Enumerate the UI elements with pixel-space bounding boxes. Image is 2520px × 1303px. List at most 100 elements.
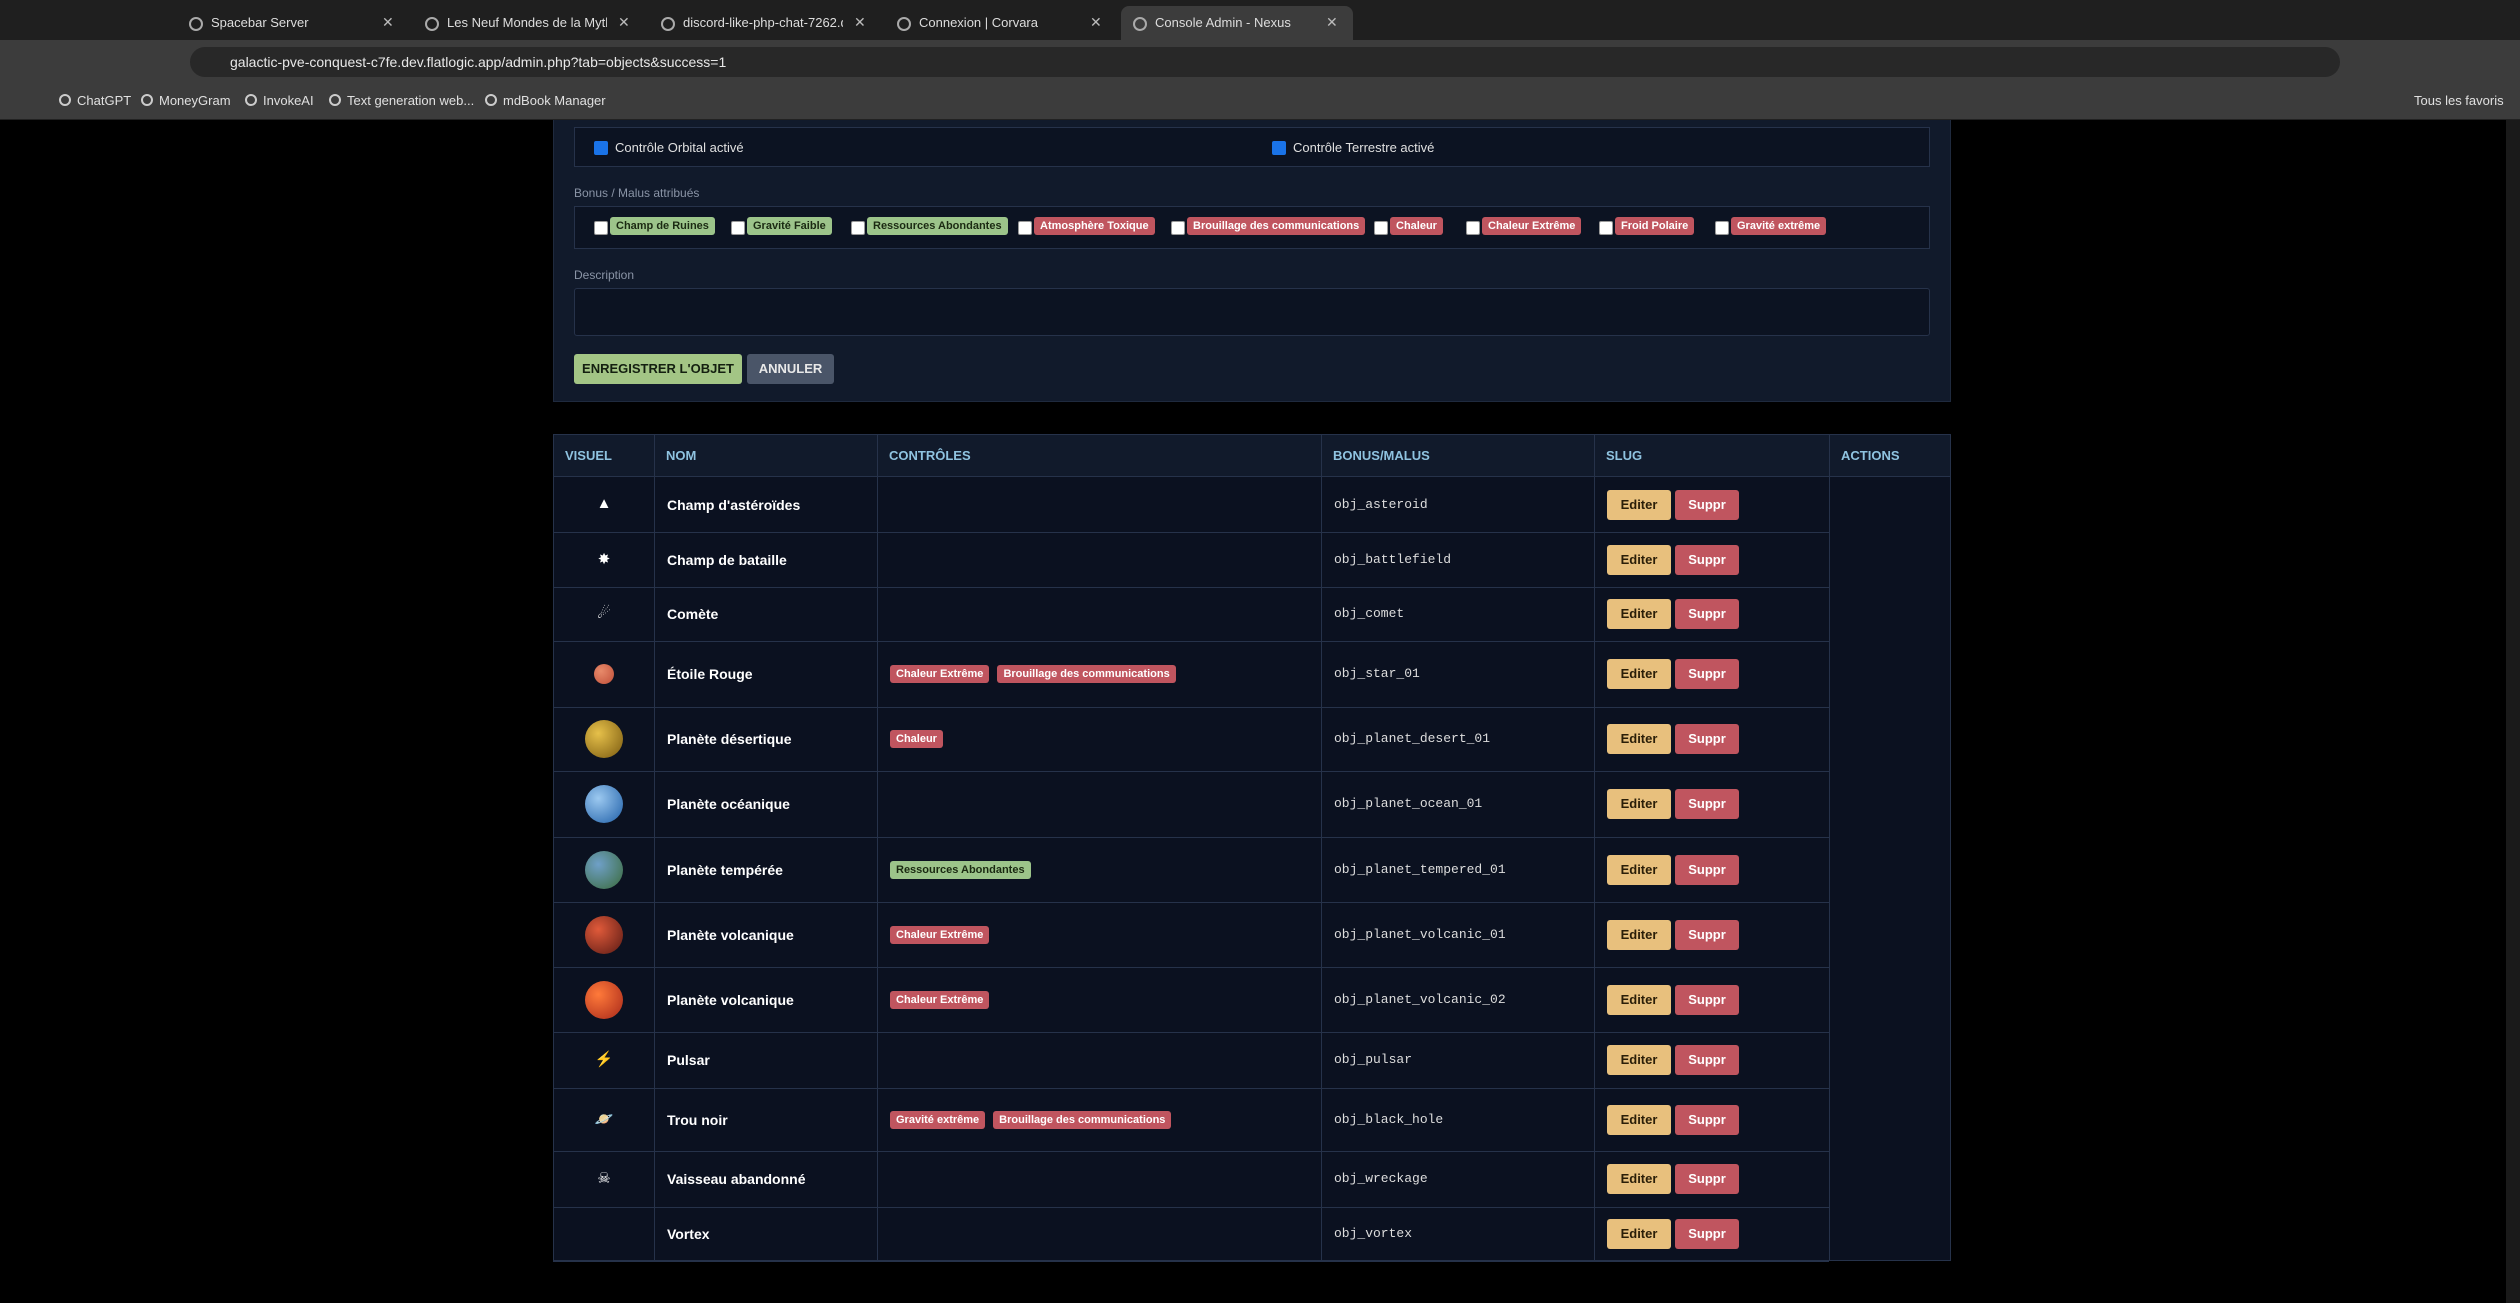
delete-button[interactable]: Suppr (1675, 724, 1739, 754)
column-header: BONUS/MALUS (1333, 448, 1430, 463)
bookmark[interactable]: ChatGPT (77, 93, 132, 108)
bonus-tag: Chaleur Extrême (1482, 217, 1582, 235)
tab-title: Connexion | Corvara (919, 15, 1038, 30)
column-line (1594, 902, 1595, 967)
delete-button[interactable]: Suppr (1675, 659, 1739, 689)
tab[interactable]: discord-like-php-chat-7262.dev ✕ (649, 6, 881, 40)
checkbox[interactable] (594, 141, 608, 155)
tab-title: Console Admin - Nexus (1155, 15, 1291, 30)
checkbox[interactable] (1374, 221, 1388, 235)
checkbox[interactable] (1272, 141, 1286, 155)
edit-button[interactable]: Editer (1607, 1104, 1671, 1135)
row-line (553, 1088, 1829, 1089)
column-line (1321, 902, 1322, 967)
edit-button[interactable]: Editer (1607, 1045, 1671, 1075)
checkbox[interactable] (594, 221, 608, 235)
column-line (654, 1032, 655, 1088)
slug: obj_wreckage (1334, 1171, 1428, 1186)
column-line (1321, 707, 1322, 771)
all-bookmarks[interactable]: Tous les favoris (2414, 93, 2504, 108)
bonus-tag: Froid Polaire (1615, 217, 1695, 235)
column-line (877, 641, 878, 707)
edit-button[interactable]: Editer (1607, 724, 1671, 754)
tab-close[interactable]: ✕ (382, 14, 394, 30)
edit-button[interactable]: Editer (1607, 1164, 1671, 1194)
object-name: Planète tempérée (667, 861, 783, 878)
column-line (654, 1207, 655, 1261)
tag: Brouillage des communications (997, 665, 1176, 683)
column-line (1321, 532, 1322, 587)
delete-button[interactable]: Suppr (1675, 1104, 1739, 1135)
delete-button[interactable]: Suppr (1675, 1045, 1739, 1075)
delete-button[interactable]: Suppr (1675, 544, 1739, 575)
tab-title: discord-like-php-chat-7262.dev (683, 15, 843, 30)
delete-button[interactable]: Suppr (1675, 984, 1739, 1015)
delete-button[interactable]: Suppr (1675, 854, 1739, 885)
description-input[interactable] (574, 288, 1930, 336)
column-line (654, 771, 655, 837)
edit-button[interactable]: Editer (1607, 789, 1671, 819)
edit-button[interactable]: Editer (1607, 1219, 1671, 1249)
column-line (1321, 587, 1322, 641)
bonus-tag: Gravité Faible (747, 217, 832, 235)
tab[interactable]: Console Admin - Nexus ✕ (1121, 6, 1353, 40)
edit-button[interactable]: Editer (1607, 919, 1671, 950)
bonus-tag: Brouillage des communications (1187, 217, 1366, 235)
visual: ☠ (597, 1170, 611, 1187)
object-name: Planète volcanique (667, 926, 794, 943)
bookmark[interactable]: Text generation web... (347, 93, 475, 108)
row-line (553, 902, 1829, 903)
edit-button[interactable]: Editer (1607, 854, 1671, 885)
column-line (1594, 967, 1595, 1032)
column-line (1321, 434, 1322, 477)
slug: obj_pulsar (1334, 1052, 1413, 1067)
address-bar[interactable] (190, 47, 2340, 77)
save-button[interactable]: ENREGISTRER L'OBJET (574, 354, 742, 384)
bonus-cell: Gravité extrême Brouillage des communicat… (890, 1110, 1179, 1129)
bookmark-icon (329, 94, 341, 106)
tab-close[interactable]: ✕ (1326, 14, 1338, 30)
row-line (553, 587, 1829, 588)
bonus-tag: Champ de Ruines (610, 217, 715, 235)
bookmark[interactable]: MoneyGram (159, 93, 231, 108)
edit-button[interactable]: Editer (1607, 544, 1671, 575)
bookmark[interactable]: InvokeAI (263, 93, 314, 108)
column-line (1321, 771, 1322, 837)
tag: Gravité extrême (890, 1110, 986, 1129)
edit-button[interactable]: Editer (1607, 659, 1671, 689)
delete-button[interactable]: Suppr (1675, 1164, 1739, 1194)
tab-close[interactable]: ✕ (854, 14, 866, 30)
edit-button[interactable]: Editer (1607, 984, 1671, 1015)
checkbox[interactable] (1715, 221, 1729, 235)
delete-button[interactable]: Suppr (1675, 599, 1739, 629)
column-line (1321, 1207, 1322, 1261)
cancel-button[interactable]: ANNULER (747, 354, 834, 384)
delete-button[interactable]: Suppr (1675, 489, 1739, 520)
column-line (1321, 641, 1322, 707)
tab-close[interactable]: ✕ (618, 14, 630, 30)
tab[interactable]: Spacebar Server ✕ (177, 6, 409, 40)
checkbox[interactable] (731, 221, 745, 235)
tab-close[interactable]: ✕ (1090, 14, 1102, 30)
column-line (877, 434, 878, 477)
visual: ☄ (597, 605, 611, 622)
checkbox[interactable] (1171, 221, 1185, 235)
edit-button[interactable]: Editer (1607, 489, 1671, 520)
column-line (654, 587, 655, 641)
checkbox[interactable] (1466, 221, 1480, 235)
tab[interactable]: Les Neuf Mondes de la Mytholo ✕ (413, 6, 645, 40)
row-line (553, 532, 1829, 533)
tab[interactable]: Connexion | Corvara ✕ (885, 6, 1117, 40)
delete-button[interactable]: Suppr (1675, 789, 1739, 819)
bookmark[interactable]: mdBook Manager (503, 93, 606, 108)
bookmark-icon (59, 94, 71, 106)
checkbox[interactable] (851, 221, 865, 235)
column-line (1321, 1151, 1322, 1207)
delete-button[interactable]: Suppr (1675, 919, 1739, 950)
delete-button[interactable]: Suppr (1675, 1219, 1739, 1249)
column-line (1321, 477, 1322, 532)
checkbox[interactable] (1018, 221, 1032, 235)
edit-button[interactable]: Editer (1607, 599, 1671, 629)
checkbox[interactable] (1599, 221, 1613, 235)
column-line (877, 1207, 878, 1261)
